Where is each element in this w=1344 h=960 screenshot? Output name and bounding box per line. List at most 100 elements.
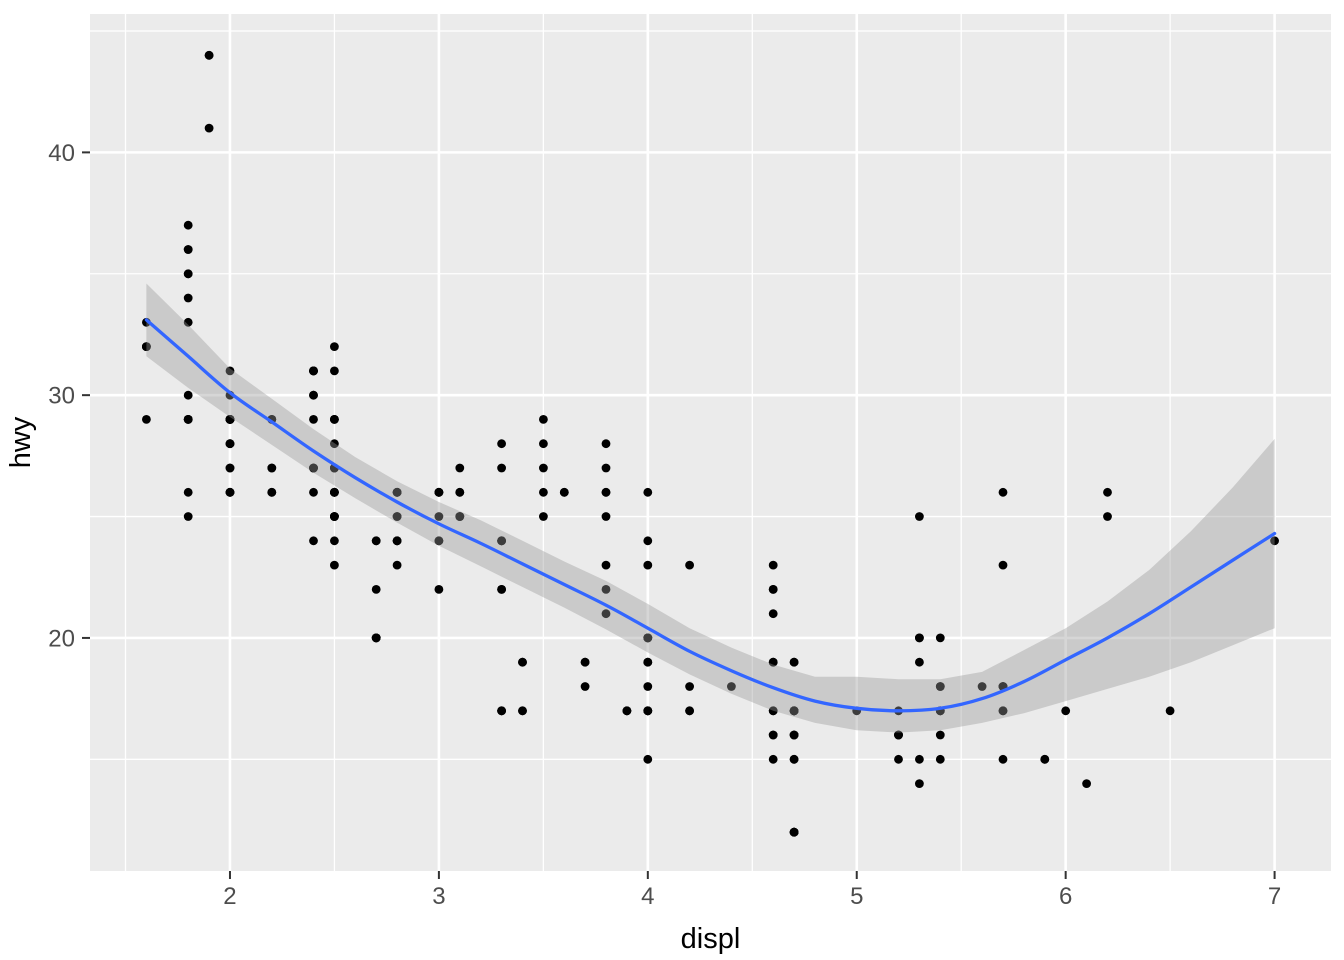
confidence-ribbon: [146, 283, 1275, 733]
x-axis-ticks: 2 3 4 5 6 7: [223, 871, 1281, 910]
data-point: [768, 754, 778, 764]
data-point: [643, 560, 653, 570]
data-point: [789, 657, 799, 667]
data-point: [518, 657, 527, 667]
data-point: [1165, 706, 1175, 716]
data-point: [894, 754, 903, 764]
data-point: [183, 512, 193, 521]
data-point: [601, 439, 611, 449]
data-point: [601, 487, 611, 497]
x-tick-label: 2: [223, 883, 236, 910]
data-point: [789, 730, 799, 740]
y-axis-ticks: 20 30 40: [48, 140, 90, 652]
data-point: [434, 487, 444, 497]
data-point: [768, 585, 778, 594]
data-point: [977, 682, 987, 691]
data-point: [539, 463, 548, 473]
x-tick-label: 6: [1059, 883, 1072, 910]
data-point: [935, 730, 945, 740]
y-tick-label: 20: [48, 625, 75, 652]
data-point: [371, 633, 381, 643]
data-point: [225, 415, 235, 424]
data-point: [497, 439, 506, 449]
loess-smooth-line: [144, 318, 1277, 713]
data-point: [309, 487, 318, 497]
x-tick-label: 3: [432, 883, 445, 910]
data-point: [455, 487, 465, 497]
data-point: [204, 123, 214, 133]
data-point: [643, 682, 653, 691]
data-point: [559, 487, 569, 497]
data-point: [309, 366, 318, 376]
data-point: [601, 560, 611, 570]
data-point: [768, 706, 778, 716]
data-point: [601, 463, 611, 473]
data-point: [309, 463, 318, 473]
data-point: [330, 487, 339, 497]
data-point: [539, 512, 548, 521]
data-point: [183, 245, 193, 254]
data-point: [392, 487, 402, 497]
data-point: [768, 730, 778, 740]
data-point: [309, 415, 318, 424]
data-point: [998, 560, 1008, 570]
data-point: [915, 512, 924, 521]
data-point: [497, 463, 506, 473]
data-point: [497, 536, 506, 546]
data-point: [915, 779, 924, 788]
data-point: [183, 390, 193, 400]
data-point: [497, 585, 506, 594]
data-point: [392, 560, 402, 570]
data-point: [935, 633, 945, 643]
data-point: [183, 415, 193, 424]
data-point: [225, 366, 235, 376]
data-point: [580, 657, 590, 667]
data-point: [330, 342, 339, 351]
data-point: [497, 706, 506, 716]
data-point: [789, 706, 799, 716]
data-point: [267, 487, 277, 497]
data-point: [685, 682, 694, 691]
data-point: [330, 560, 339, 570]
data-point: [1270, 536, 1279, 546]
data-point: [434, 536, 444, 546]
data-point: [183, 487, 193, 497]
data-point: [371, 536, 381, 546]
data-point: [142, 342, 151, 351]
data-point: [330, 536, 339, 546]
x-axis-title: displ: [681, 923, 741, 955]
data-point: [935, 682, 945, 691]
data-point: [539, 415, 548, 424]
data-point: [142, 415, 151, 424]
data-point: [225, 487, 235, 497]
data-point: [643, 633, 653, 643]
data-point: [309, 390, 318, 400]
data-point: [935, 754, 945, 764]
data-point: [727, 682, 736, 691]
data-point: [580, 682, 590, 691]
data-point: [915, 657, 924, 667]
data-point: [183, 220, 193, 230]
data-point: [915, 633, 924, 643]
data-point: [225, 463, 235, 473]
data-point: [392, 536, 402, 546]
data-point: [204, 50, 214, 60]
data-point: [998, 487, 1008, 497]
data-point: [601, 585, 611, 594]
data-point: [330, 512, 339, 521]
data-point: [768, 560, 778, 570]
data-point: [685, 706, 694, 716]
data-point: [643, 487, 653, 497]
data-point: [622, 706, 632, 716]
data-point: [768, 609, 778, 619]
points-layer: [142, 50, 1279, 837]
data-point: [518, 706, 527, 716]
data-point: [685, 560, 694, 570]
data-point: [371, 585, 381, 594]
data-point: [789, 754, 799, 764]
x-tick-label: 4: [641, 883, 654, 910]
data-point: [455, 463, 465, 473]
data-point: [1082, 779, 1091, 788]
data-point: [894, 730, 903, 740]
